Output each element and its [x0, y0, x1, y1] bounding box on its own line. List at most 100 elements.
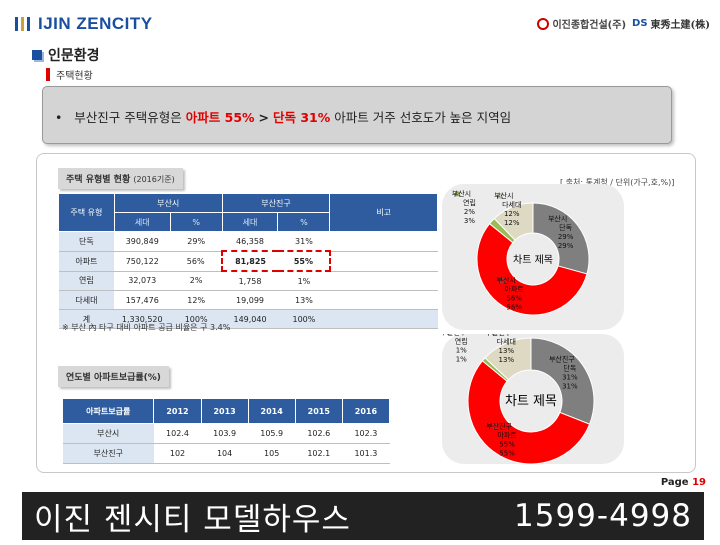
- label-line: 부산시: [497, 275, 516, 284]
- footer-title: 이진 젠시티 모델하우스: [34, 501, 351, 538]
- partner-name: 이진종합건설(주): [552, 20, 627, 31]
- label-line: 부산시: [494, 191, 513, 200]
- page-label: Page: [660, 477, 689, 488]
- label-line: 56%: [506, 303, 522, 311]
- cell-value: 102.1: [295, 443, 343, 464]
- donut-slice-2: [476, 222, 588, 316]
- table-row: 단독 390,849 29% 46,358 31%: [58, 231, 438, 252]
- label-line: 31%: [562, 383, 578, 391]
- cell-busan: 32,073: [114, 271, 171, 291]
- label-line: 부산진구: [549, 355, 575, 364]
- label-line: 연립: [455, 337, 468, 345]
- summary-detached: 단독 31%: [273, 110, 331, 125]
- cell-busanjin: 19,099: [222, 290, 278, 310]
- cell-busanjin-pct: 13%: [277, 290, 330, 310]
- data-label: 부산진구연립1%1%: [442, 334, 468, 363]
- row-type: 연립: [58, 271, 115, 291]
- label-line: 부산시: [452, 189, 471, 198]
- th-busan: 부산시: [113, 193, 223, 213]
- cell-value: 105.9: [248, 423, 296, 444]
- donut-slice-2: [467, 360, 591, 464]
- label-line: 다세대: [502, 200, 521, 209]
- top-bar: IJIN ZENCITY 이진종합건설(주) DS 東秀土建(株): [0, 0, 720, 38]
- cell-note: [329, 290, 438, 310]
- cell-busan: 157,476: [114, 290, 171, 310]
- label-line: 12%: [504, 219, 520, 227]
- th-year: 2012: [153, 398, 202, 424]
- th-busan-pct: %: [169, 212, 223, 232]
- cell-value: 102: [153, 443, 202, 464]
- chart-title: 차트 제목: [505, 394, 557, 409]
- th-label: 아파트보급률: [61, 398, 155, 424]
- table1-tab-label: 주택 유형별 현황: [66, 175, 131, 185]
- donut-slice-1: [530, 337, 595, 425]
- row-type: 아파트: [58, 251, 115, 272]
- cell-note: [329, 309, 438, 329]
- cell-value: 101.3: [342, 443, 390, 464]
- label-line: 다세대: [497, 337, 516, 346]
- label-line: 아파트: [505, 284, 525, 293]
- donut-chart-busan: 차트 제목부산시단독29%29%부산시아파트56%56%부산시연립2%3%부산시…: [452, 189, 590, 316]
- th-busan-house: 세대: [113, 212, 171, 232]
- cell-busan-pct: 100%: [170, 309, 223, 329]
- label-line: 부산진구: [485, 334, 511, 337]
- housing-type-table: 주택 유형 부산시 부산진구 비고 세대 % 세대 % 단독 390,849 2…: [58, 193, 438, 329]
- summary-suffix: 아파트 거주 선호도가 높은 지역임: [334, 110, 512, 125]
- label-line: 31%: [562, 374, 578, 382]
- cell-value: 103.9: [201, 423, 249, 444]
- donut-chart-busanjin: 차트 제목부산진구단독31%31%부산진구아파트55%55%부산진구연립1%1%…: [442, 334, 595, 464]
- cell-busanjin-pct: 31%: [277, 231, 330, 252]
- cell-busan-pct: 29%: [170, 231, 223, 252]
- th-year: 2015: [294, 398, 343, 424]
- table-row: 아파트 750,122 56% 81,825 55%: [58, 250, 438, 272]
- th-year: 2013: [200, 398, 249, 424]
- cell-busanjin: 1,758: [222, 271, 278, 291]
- footer-phone: 1599-4998: [514, 498, 692, 534]
- th-type: 주택 유형: [58, 193, 115, 232]
- row-label: 부산시: [62, 423, 154, 444]
- cell-busan-pct: 56%: [170, 251, 223, 272]
- donut-slice-4: [484, 337, 532, 381]
- source-note: [ 출처: 통계청 / 단위(가구,호,%)]: [560, 178, 675, 187]
- row-label: 부산진구: [62, 443, 154, 464]
- partner-hanja: 東秀土建(株): [650, 20, 710, 31]
- cell-busanjin: 46,358: [222, 231, 278, 252]
- cell-note: [329, 251, 438, 272]
- cell-busanjin-pct: 1%: [277, 271, 330, 291]
- cell-note: [329, 231, 438, 252]
- label-line: 단독: [559, 223, 572, 232]
- cell-busan-pct: 2%: [170, 271, 223, 291]
- label-line: 연립: [463, 199, 476, 207]
- th-busanjin-house: 세대: [221, 212, 279, 232]
- th-year: 2016: [341, 398, 391, 424]
- label-line: 29%: [558, 233, 574, 241]
- red-bar-icon: [46, 68, 50, 81]
- apartment-supply-table: 아파트보급률 2012 2013 2014 2015 2016 부산시 102.…: [61, 398, 391, 464]
- partner-mark: DS: [632, 18, 648, 29]
- cell-busan: 390,849: [114, 231, 171, 252]
- label-line: 단독: [563, 364, 576, 373]
- donut-slice-4: [493, 202, 534, 241]
- th-year: 2014: [247, 398, 296, 424]
- table-row: 부산진구 102 104 105 102.1 101.3: [62, 443, 390, 464]
- label-line: 3%: [464, 217, 475, 225]
- cell-value: 102.4: [153, 423, 202, 444]
- sub-title: 주택현황: [46, 67, 93, 82]
- section-title: 인문환경: [32, 45, 100, 65]
- section-title-text: 인문환경: [48, 48, 100, 64]
- summary-prefix: 부산진구 주택유형은: [74, 110, 182, 125]
- label-line: 55%: [499, 440, 515, 448]
- square-bullet-icon: [32, 50, 42, 60]
- table1-tab: 주택 유형별 현황 (2016기준): [58, 168, 183, 189]
- logo-mark-icon: [14, 15, 34, 33]
- page-number-value: 19: [692, 477, 706, 488]
- label-line: 1%: [456, 355, 467, 363]
- label-line: 56%: [506, 294, 522, 302]
- table1-tab-year: (2016기준): [133, 175, 175, 184]
- row-type: 계: [58, 309, 115, 329]
- sub-title-text: 주택현황: [56, 71, 93, 82]
- summary-text: • 부산진구 주택유형은 아파트 55% > 단독 31% 아파트 거주 선호도…: [55, 107, 511, 126]
